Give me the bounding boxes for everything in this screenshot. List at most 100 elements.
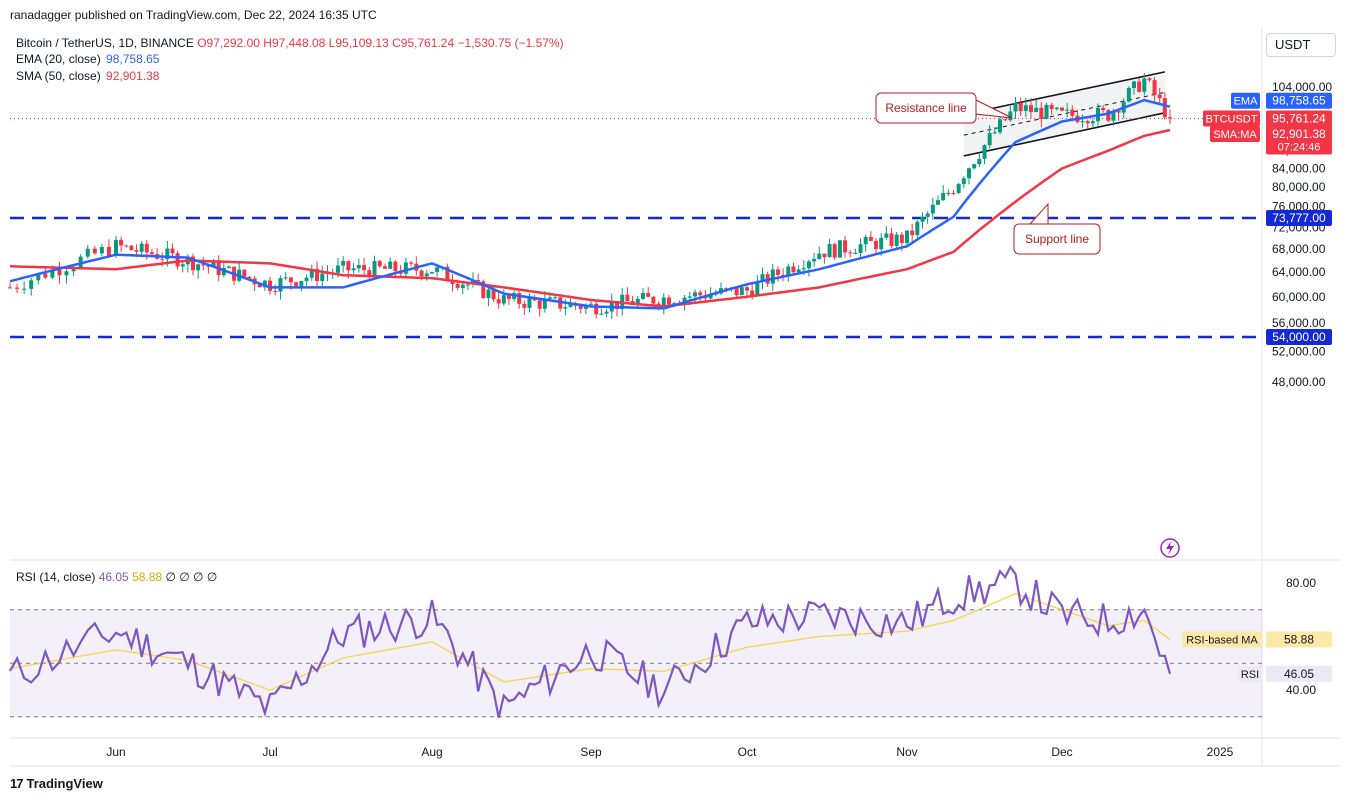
candle-down (92, 248, 97, 254)
sma-badge: 92,901.38 SMA:MA (1210, 126, 1332, 143)
time-tick-label: Aug (421, 745, 442, 759)
candle-up (424, 273, 429, 277)
candle-up (85, 248, 90, 257)
candle-down (1085, 121, 1090, 124)
support-callout-box (1013, 223, 1101, 255)
ema-badge-value: 98,758.65 (1272, 94, 1326, 108)
candle-down (594, 303, 599, 315)
candle-up (1044, 104, 1049, 119)
candle-up (372, 261, 377, 277)
candle-down (578, 305, 583, 309)
candle-up (501, 295, 506, 304)
candle-down (615, 301, 619, 310)
candle-up (770, 269, 775, 284)
level-high-badge-value-box (1266, 209, 1332, 226)
rsi-ma-badge-label: RSI-based MA (1186, 634, 1258, 646)
candle-up (335, 265, 340, 273)
candle-down (651, 296, 656, 304)
candle-up (563, 307, 568, 309)
candle-up (930, 204, 935, 214)
sma-line (9, 128, 1171, 308)
candle-down (1168, 117, 1172, 119)
candle-up (430, 272, 434, 274)
ema-legend-value: 98,758.65 (106, 52, 160, 66)
candle-down (106, 246, 111, 257)
candle-down (346, 261, 351, 271)
candle-up (992, 132, 997, 134)
candle-down (382, 266, 387, 269)
rsi-ma-badge-box (1266, 631, 1332, 648)
currency-button[interactable]: USDT (1266, 33, 1336, 57)
price-tick-label: 80,000.00 (1272, 180, 1326, 194)
close-value: 95,761.24 (400, 36, 455, 50)
tradingview-brand: TradingView (26, 776, 103, 791)
candle-down (667, 297, 671, 305)
candle-up (812, 258, 817, 262)
candle-up (262, 280, 267, 288)
rsi-ma-line (9, 593, 1171, 691)
price-tick-label: 68,000.00 (1272, 242, 1326, 256)
candle-up (486, 289, 491, 298)
candle-down (734, 287, 739, 296)
candle-up (388, 261, 393, 269)
candle-down (1101, 107, 1106, 111)
rsi-ma-legend-value: 58.88 (132, 570, 163, 584)
candle-up (641, 293, 645, 299)
price-badge-label: BTCUSDT (1206, 113, 1258, 125)
candle-up (687, 296, 692, 298)
time-tick-label: Jun (106, 745, 125, 759)
ema-badge-label: EMA (1234, 96, 1259, 108)
candle-down (43, 273, 48, 278)
candle-up (341, 261, 346, 266)
candle-up (915, 221, 920, 236)
change-value: −1,530.75 (−1.57%) (457, 36, 564, 50)
candle-up (1013, 102, 1018, 112)
candle-up (460, 284, 465, 288)
rsi-legend: RSI (14, close) 46.05 58.88 ∅ ∅ ∅ ∅ (16, 570, 217, 584)
candle-up (635, 298, 640, 305)
rsi-badge-label: RSI (1241, 669, 1259, 681)
candle-up (29, 280, 34, 289)
candle-down (206, 265, 211, 267)
resistance-callout-text: Resistance line (885, 101, 967, 115)
sma-badge-label: SMA:MA (1213, 129, 1257, 141)
candle-down (1003, 119, 1008, 121)
candle-down (149, 252, 154, 255)
price-badge-value: 95,761.24 (1272, 111, 1326, 125)
candle-up (403, 262, 408, 274)
candle-down (1116, 110, 1121, 113)
time-tick-label: Jul (262, 745, 277, 759)
candle-up (309, 268, 314, 278)
candle-up (1080, 121, 1085, 123)
time-tick-label: Oct (738, 745, 757, 759)
high-value: 97,448.08 (271, 36, 326, 50)
candle-down (889, 233, 894, 246)
resistance-callout: Resistance line (875, 92, 1013, 124)
candle-down (1018, 102, 1023, 112)
candle-down (445, 266, 450, 281)
open-value: 97,292.00 (206, 36, 260, 50)
candle-up (961, 178, 966, 185)
resistance-callout-pointer (975, 99, 1013, 119)
candle-up (64, 271, 69, 276)
candle-up (604, 311, 609, 314)
published-by-text: ranadagger published on TradingView.com,… (10, 8, 377, 22)
candle-up (796, 269, 801, 273)
candle-down (899, 234, 904, 244)
support-callout-pointer (1028, 202, 1049, 225)
tradingview-logo[interactable]: 17 TradingView (10, 776, 103, 791)
candle-down (1152, 80, 1157, 95)
low-label: L (328, 36, 336, 50)
alert-lightning-bolt (1166, 541, 1174, 555)
candle-down (506, 295, 511, 299)
candle-down (119, 239, 124, 246)
candle-down (1029, 105, 1033, 113)
ema-badge: 98,758.65 EMA (1231, 92, 1332, 109)
candle-down (646, 293, 651, 297)
candle-up (139, 243, 144, 252)
support-line (963, 112, 1166, 157)
sma-legend-value: 92,901.38 (106, 69, 160, 83)
candle-up (920, 216, 925, 222)
rsi-ma-badge-label-box (1182, 631, 1262, 648)
